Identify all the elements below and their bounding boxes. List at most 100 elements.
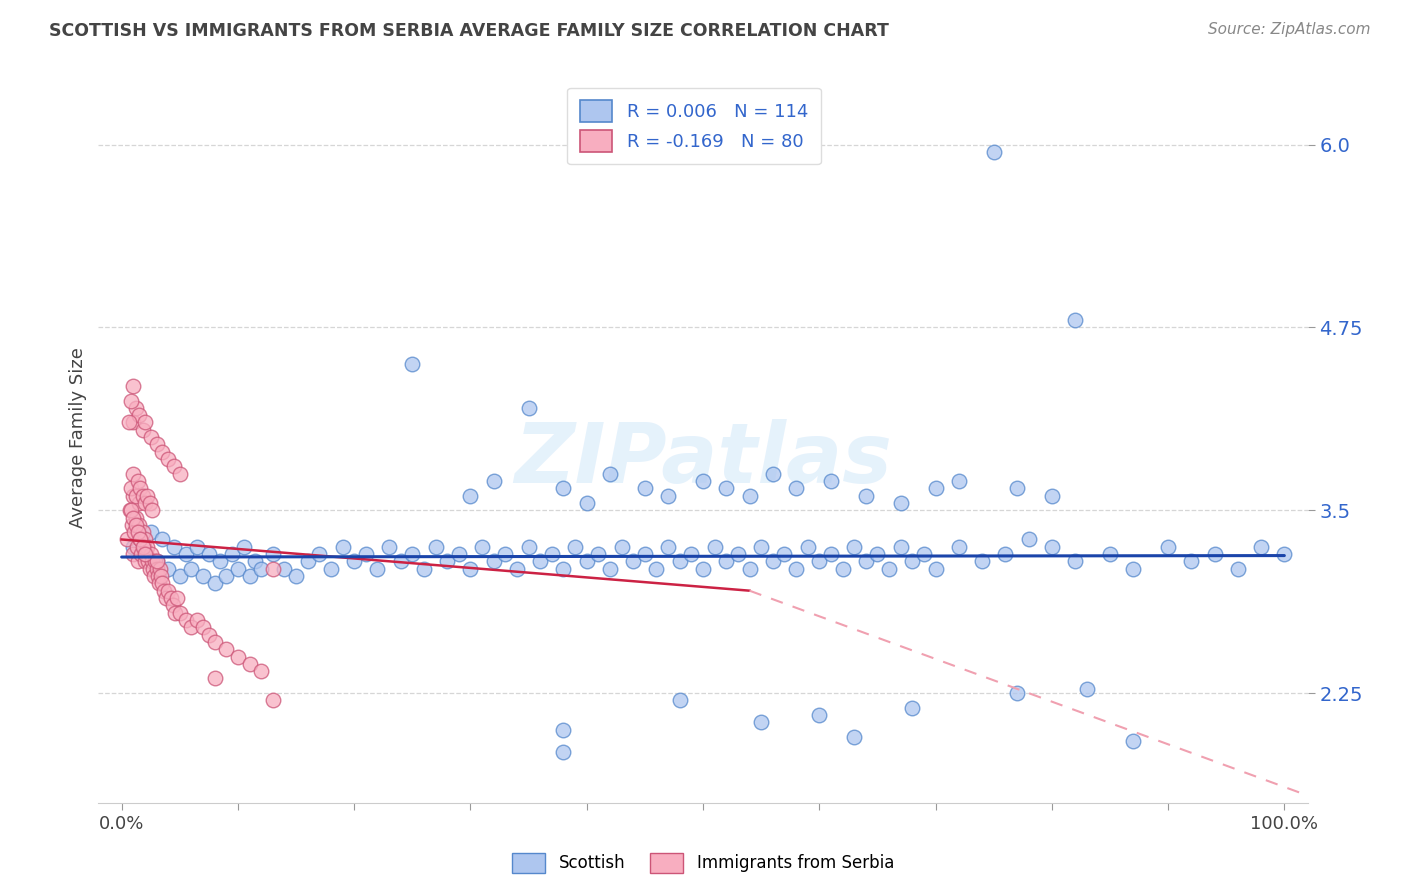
Point — [124, 489, 146, 503]
Point — [948, 540, 970, 554]
Point — [482, 474, 505, 488]
Point — [134, 533, 156, 547]
Point — [122, 540, 145, 554]
Point — [1005, 686, 1028, 700]
Point — [855, 489, 877, 503]
Point — [162, 599, 184, 613]
Point — [285, 569, 308, 583]
Point — [120, 503, 142, 517]
Point — [186, 540, 208, 554]
Point — [131, 423, 153, 437]
Point — [1018, 533, 1040, 547]
Point — [138, 562, 160, 576]
Point — [145, 437, 167, 451]
Text: Source: ZipAtlas.com: Source: ZipAtlas.com — [1208, 22, 1371, 37]
Legend: Scottish, Immigrants from Serbia: Scottish, Immigrants from Serbia — [505, 847, 901, 880]
Point — [180, 562, 202, 576]
Point — [134, 547, 156, 561]
Point — [668, 693, 690, 707]
Point — [378, 540, 401, 554]
Point — [239, 569, 262, 583]
Point — [132, 540, 155, 554]
Point — [844, 540, 866, 554]
Point — [121, 517, 143, 532]
Point — [657, 540, 679, 554]
Point — [131, 540, 153, 554]
Point — [163, 540, 186, 554]
Point — [668, 554, 690, 568]
Point — [610, 540, 633, 554]
Point — [855, 554, 877, 568]
Point — [994, 547, 1017, 561]
Point — [820, 547, 842, 561]
Point — [553, 481, 575, 495]
Point — [174, 613, 197, 627]
Point — [808, 554, 831, 568]
Point — [129, 533, 152, 547]
Point — [204, 635, 226, 649]
Point — [204, 672, 226, 686]
Point — [145, 554, 167, 568]
Point — [1040, 540, 1063, 554]
Point — [232, 540, 254, 554]
Point — [122, 547, 145, 561]
Point — [273, 562, 295, 576]
Point — [142, 562, 165, 576]
Point — [139, 547, 162, 561]
Point — [215, 642, 238, 657]
Point — [621, 554, 644, 568]
Point — [727, 547, 749, 561]
Point — [692, 474, 714, 488]
Point — [198, 627, 221, 641]
Point — [808, 708, 831, 723]
Point — [124, 525, 146, 540]
Point — [366, 562, 388, 576]
Point — [134, 496, 156, 510]
Point — [308, 547, 330, 561]
Point — [657, 489, 679, 503]
Point — [401, 357, 423, 371]
Point — [564, 540, 586, 554]
Point — [297, 554, 319, 568]
Point — [262, 562, 284, 576]
Point — [343, 554, 366, 568]
Point — [120, 393, 142, 408]
Point — [471, 540, 494, 554]
Point — [204, 576, 226, 591]
Point — [749, 715, 772, 730]
Point — [482, 554, 505, 568]
Point — [138, 496, 160, 510]
Point — [529, 554, 551, 568]
Point — [141, 554, 163, 568]
Point — [983, 145, 1005, 159]
Point — [139, 430, 162, 444]
Point — [157, 583, 180, 598]
Point — [506, 562, 529, 576]
Point — [118, 503, 141, 517]
Point — [1226, 562, 1249, 576]
Point — [796, 540, 818, 554]
Point — [1272, 547, 1295, 561]
Point — [575, 496, 598, 510]
Point — [389, 554, 412, 568]
Point — [209, 554, 232, 568]
Point — [970, 554, 993, 568]
Point — [924, 562, 946, 576]
Point — [143, 569, 166, 583]
Point — [127, 554, 149, 568]
Point — [186, 613, 208, 627]
Point — [716, 554, 738, 568]
Point — [169, 569, 191, 583]
Point — [163, 459, 186, 474]
Point — [738, 562, 761, 576]
Point — [1005, 481, 1028, 495]
Point — [553, 723, 575, 737]
Point — [239, 657, 262, 671]
Point — [738, 489, 761, 503]
Point — [681, 547, 703, 561]
Point — [169, 606, 191, 620]
Point — [129, 533, 152, 547]
Point — [703, 540, 725, 554]
Point — [912, 547, 935, 561]
Point — [145, 554, 167, 568]
